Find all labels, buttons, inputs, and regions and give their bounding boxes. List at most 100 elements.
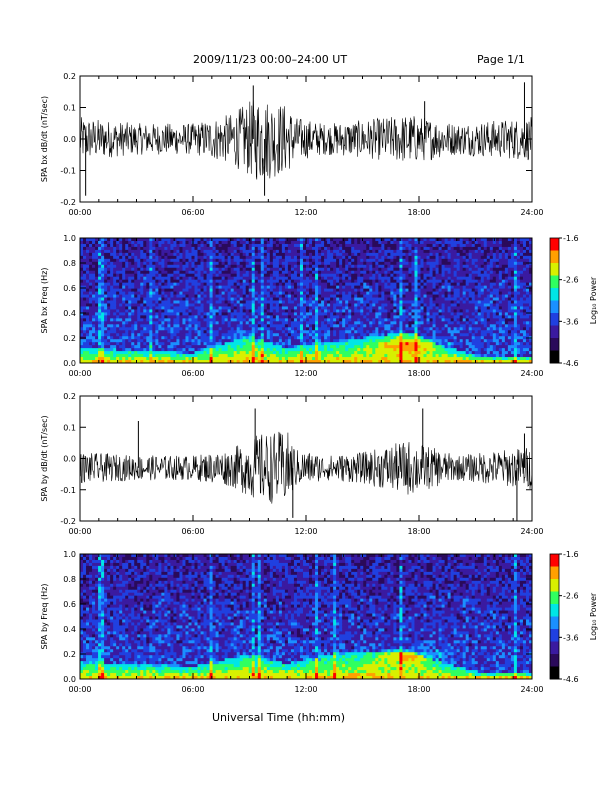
spectrogram-cell [399, 258, 403, 263]
spectrogram-cell [372, 318, 376, 322]
spectrogram-cell [269, 297, 274, 301]
spectrogram-cell [321, 273, 325, 278]
spectrogram-cell [378, 273, 382, 278]
spectrogram-cell [194, 330, 198, 334]
spectrogram-cell [251, 342, 256, 346]
spectrogram-cell [110, 246, 114, 251]
spectrogram-cell [372, 240, 376, 245]
spectrogram-cell [284, 246, 289, 251]
spectrogram-cell [284, 276, 289, 281]
spectrogram-cell [287, 321, 292, 325]
spectrogram-cell [333, 324, 337, 328]
spectrogram-cell [429, 249, 433, 254]
spectrogram-cell [342, 255, 346, 260]
spectrogram-cell [414, 336, 418, 340]
spectrogram-cell [161, 315, 165, 319]
spectrogram-cell [200, 315, 204, 319]
spectrogram-cell [191, 273, 195, 278]
spectrogram-cell [134, 327, 138, 331]
spectrogram-cell [92, 345, 96, 349]
spectrogram-cell [345, 357, 349, 361]
spectrogram-cell [80, 285, 84, 289]
spectrogram-cell [363, 294, 367, 298]
spectrogram-cell [101, 261, 105, 266]
spectrogram-cell [152, 306, 156, 310]
spectrogram-cell [342, 342, 346, 346]
spectrogram-cell [315, 246, 319, 251]
spectrogram-cell [272, 312, 277, 316]
spectrogram-cell [281, 351, 286, 355]
spectrogram-cell [230, 258, 235, 263]
spectrogram-cell [185, 360, 189, 364]
spectrogram-cell [275, 297, 280, 301]
spectrogram-cell [411, 330, 415, 334]
x-tick-label: 18:00 [407, 208, 430, 217]
spectrogram-cell [309, 318, 313, 322]
spectrogram-cell [266, 249, 271, 254]
spectrogram-cell [251, 238, 256, 242]
spectrogram-cell [128, 306, 132, 310]
spectrogram-cell [272, 273, 277, 278]
spectrogram-cell [122, 267, 126, 272]
spectrogram-cell [348, 306, 352, 310]
spectrogram-cell [209, 357, 213, 361]
spectrogram-cell [101, 273, 105, 278]
spectrogram-cell [92, 291, 96, 295]
spectrogram-cell [260, 258, 265, 263]
spectrogram-cell [257, 264, 262, 269]
spectrogram-cell [339, 342, 343, 346]
spectrogram-cell [245, 261, 250, 266]
spectrogram-cell [405, 360, 409, 364]
spectrogram-cell [218, 336, 223, 340]
spectrogram-cell [149, 240, 153, 245]
spectrogram-cell [342, 357, 346, 361]
spectrogram-cell [260, 300, 265, 304]
spectrogram-cell [296, 273, 301, 278]
spectrogram-cell [134, 264, 138, 269]
spectrogram-cell [95, 336, 99, 340]
spectrogram-cell [251, 300, 256, 304]
spectrogram-cell [80, 297, 84, 301]
spectrogram-cell [218, 249, 223, 254]
spectrogram-cell [227, 273, 232, 278]
spectrogram-cell [408, 360, 412, 364]
spectrogram-cell [330, 315, 334, 319]
spectrogram-cell [101, 240, 105, 245]
spectrogram-cell [390, 249, 394, 254]
spectrogram-cell [113, 339, 117, 343]
spectrogram-cell [263, 240, 268, 245]
spectrogram-cell [408, 285, 412, 289]
spectrogram-cell [179, 297, 183, 301]
spectrogram-cell [95, 294, 99, 298]
spectrogram-cell [263, 255, 268, 260]
spectrogram-cell [155, 300, 159, 304]
spectrogram-cell [122, 342, 126, 346]
spectrogram-cell [239, 240, 244, 245]
spectrogram-cell [164, 321, 168, 325]
spectrogram-cell [390, 348, 394, 352]
spectrogram-cell [393, 312, 397, 316]
spectrogram-cell [369, 345, 373, 349]
spectrogram-cell [113, 273, 117, 278]
spectrogram-cell [170, 294, 174, 298]
spectrogram-cell [137, 315, 141, 319]
spectrogram-cell [269, 255, 274, 260]
spectrogram-cell [318, 336, 322, 340]
spectrogram-cell [140, 330, 144, 334]
spectrogram-cell [137, 291, 141, 295]
spectrogram-cell [197, 240, 201, 245]
spectrogram-cell [420, 336, 424, 340]
spectrogram-cell [236, 324, 241, 328]
spectrogram-cell [369, 330, 373, 334]
spectrogram-cell [405, 282, 409, 287]
spectrogram-cell [257, 339, 262, 343]
spectrogram-cell [119, 330, 123, 334]
spectrogram-cell [230, 324, 235, 328]
spectrogram-cell [381, 348, 385, 352]
spectrogram-cell [221, 252, 226, 257]
spectrogram-cell [146, 333, 150, 337]
spectrogram-cell [230, 348, 235, 352]
spectrogram-cell [251, 258, 256, 263]
spectrogram-cell [321, 240, 325, 245]
spectrogram-cell [287, 348, 292, 352]
